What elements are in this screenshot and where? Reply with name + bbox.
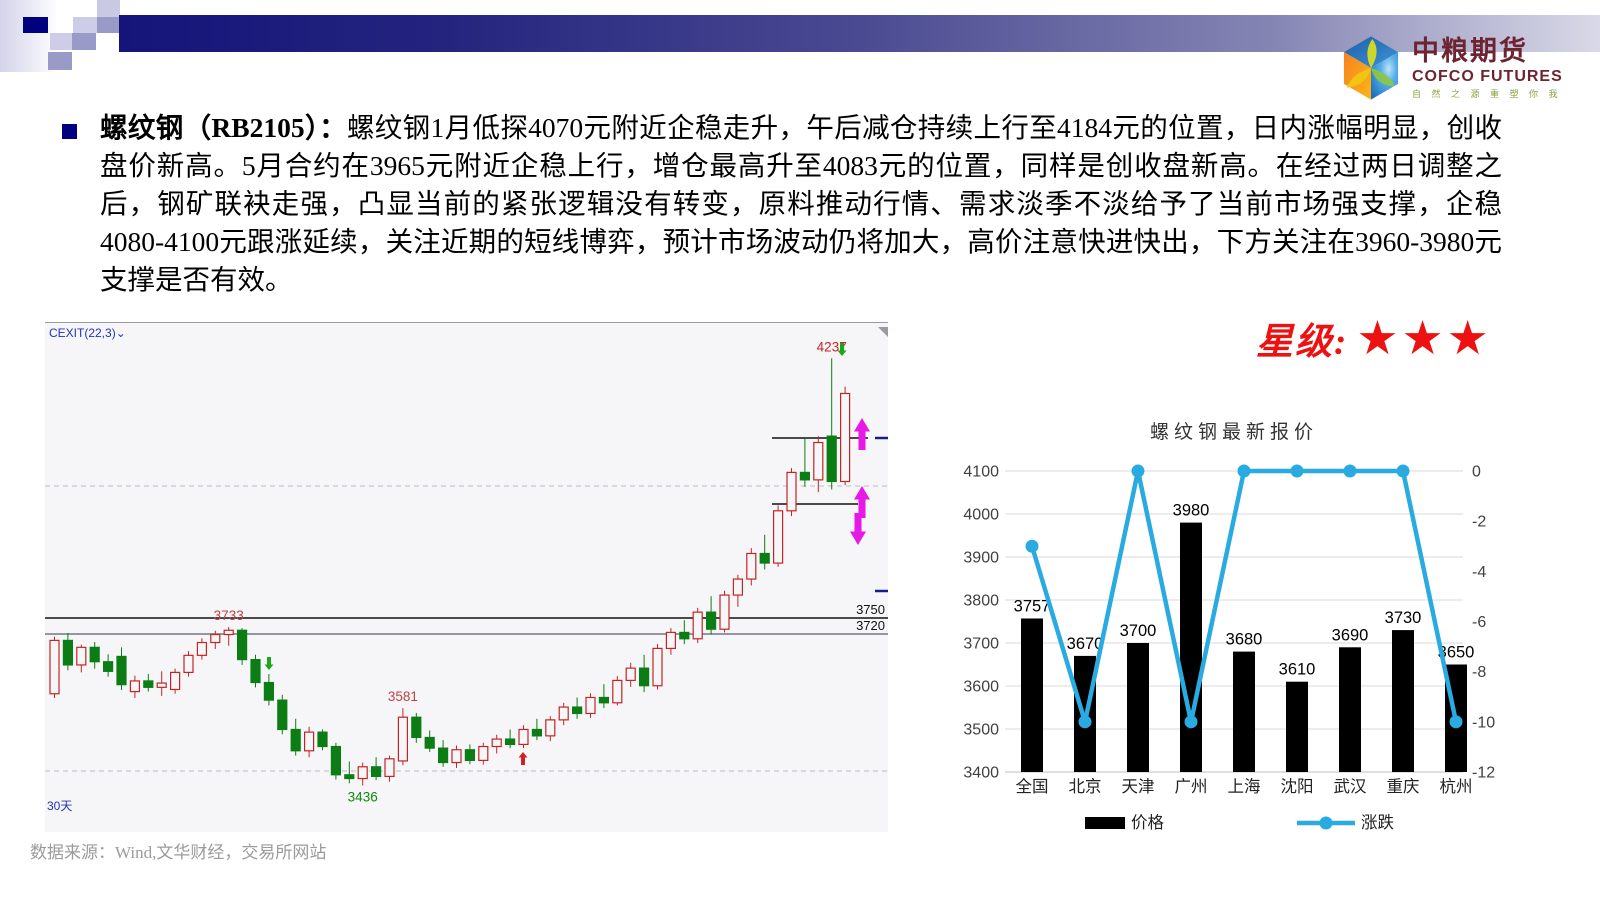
svg-text:广州: 广州	[1175, 777, 1208, 796]
logo-tagline: 自 然 之 源 重 塑 你 我	[1412, 88, 1562, 99]
svg-text:4000: 4000	[963, 507, 999, 524]
star-icons: ★★★	[1356, 311, 1492, 364]
svg-text:3733: 3733	[214, 608, 244, 623]
star-rating: 星级: ★★★	[1256, 310, 1492, 366]
svg-text:北京: 北京	[1069, 777, 1102, 796]
header-gradient-bar	[119, 15, 1600, 52]
period-label: 30天	[47, 799, 73, 813]
svg-text:3700: 3700	[963, 636, 999, 653]
svg-text:4237: 4237	[817, 339, 847, 354]
star-rating-label: 星级:	[1256, 322, 1349, 363]
header-deco-square	[97, 0, 120, 17]
candlestick-chart: 3750 3720 4237 3733 3581 3436 CEXIT(22,3)⌄ 30…	[45, 322, 888, 832]
chevron-down-icon: ⌄	[115, 326, 126, 340]
header-deco-square	[23, 17, 48, 33]
svg-text:3980: 3980	[1173, 502, 1210, 520]
svg-text:天津: 天津	[1122, 777, 1155, 796]
svg-text:3650: 3650	[1438, 644, 1475, 662]
svg-text:0: 0	[1472, 464, 1481, 481]
svg-text:-4: -4	[1472, 564, 1486, 581]
svg-text:3400: 3400	[963, 765, 999, 782]
header-deco-square	[50, 33, 72, 50]
logo-name-cn: 中粮期货	[1412, 35, 1528, 66]
cofco-logo-icon	[1343, 36, 1399, 100]
svg-text:3800: 3800	[963, 593, 999, 610]
header-deco-square	[73, 17, 97, 33]
svg-text:全国: 全国	[1016, 777, 1049, 796]
svg-text:3750: 3750	[856, 602, 885, 617]
header-deco-square	[48, 52, 72, 70]
svg-text:3730: 3730	[1385, 609, 1422, 627]
svg-text:3680: 3680	[1226, 631, 1263, 649]
svg-text:3436: 3436	[348, 789, 378, 804]
svg-text:杭州: 杭州	[1440, 777, 1473, 796]
svg-text:3700: 3700	[1120, 622, 1157, 640]
svg-text:价格: 价格	[1131, 813, 1165, 832]
report-title: 螺纹钢（RB2105）：	[100, 112, 347, 143]
svg-text:3500: 3500	[963, 722, 999, 739]
svg-text:-10: -10	[1472, 714, 1495, 731]
price-bar-chart: 螺纹钢最新报价 3400 3500 3600 3700 3800 3900 4000 4100 0…	[945, 415, 1520, 840]
svg-text:-12: -12	[1472, 765, 1495, 782]
report-paragraph: 螺纹钢（RB2105）：螺纹钢1月低探4070元附近企稳走升，午后减仓持续上行至…	[100, 109, 1502, 299]
header-deco-square	[72, 33, 96, 50]
svg-text:3581: 3581	[388, 689, 418, 704]
svg-text:3610: 3610	[1279, 661, 1316, 679]
report-body: 螺纹钢1月低探4070元附近企稳走升，午后减仓持续上行至4184元的位置，日内涨…	[100, 112, 1503, 295]
svg-text:-8: -8	[1472, 664, 1486, 681]
logo-name-en: COFCO FUTURES	[1412, 67, 1563, 85]
svg-text:3720: 3720	[856, 618, 885, 633]
svg-text:武汉: 武汉	[1334, 777, 1368, 796]
svg-text:涨跌: 涨跌	[1361, 813, 1394, 832]
svg-text:螺纹钢最新报价: 螺纹钢最新报价	[1150, 421, 1318, 443]
svg-text:3690: 3690	[1332, 626, 1369, 644]
svg-text:重庆: 重庆	[1387, 777, 1420, 796]
bullet-square-icon	[62, 124, 77, 139]
svg-text:3900: 3900	[963, 550, 999, 567]
svg-text:3600: 3600	[963, 679, 999, 696]
svg-text:3670: 3670	[1067, 635, 1104, 653]
svg-text:沈阳: 沈阳	[1281, 777, 1314, 796]
price-bar-chart-svg: 螺纹钢最新报价 3400 3500 3600 3700 3800 3900 4000 4100 0…	[963, 421, 1495, 832]
indicator-dropdown[interactable]: CEXIT(22,3)⌄	[49, 326, 126, 340]
svg-text:3757: 3757	[1014, 597, 1051, 615]
svg-text:上海: 上海	[1228, 777, 1261, 796]
cofco-logo: 中粮期货 COFCO FUTURES 自 然 之 源 重 塑 你 我	[1338, 26, 1568, 110]
data-source-note: 数据来源：Wind,文华财经，交易所网站	[30, 843, 327, 862]
svg-text:4100: 4100	[963, 464, 999, 481]
header-deco-square	[97, 17, 119, 33]
svg-text:-2: -2	[1472, 514, 1486, 531]
svg-text:-6: -6	[1472, 614, 1486, 631]
